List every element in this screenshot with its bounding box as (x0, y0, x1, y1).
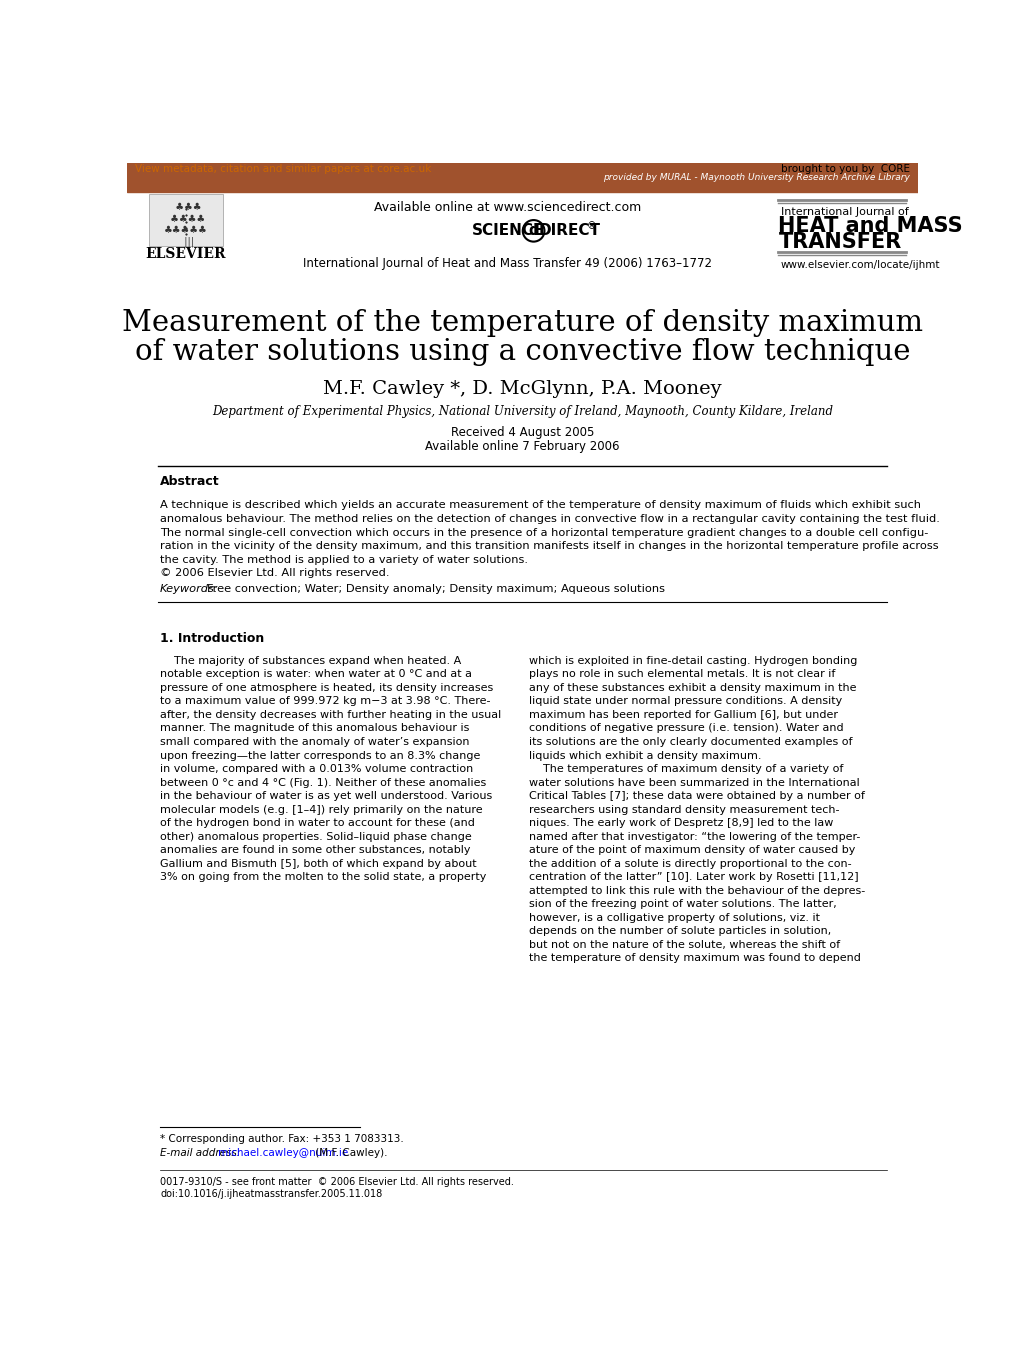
Text: which is exploited in fine-detail casting. Hydrogen bonding
plays no role in suc: which is exploited in fine-detail castin… (529, 656, 864, 964)
Text: A technique is described which yields an accurate measurement of the temperature: A technique is described which yields an… (160, 500, 938, 579)
Text: 0017-9310/S - see front matter  © 2006 Elsevier Ltd. All rights reserved.: 0017-9310/S - see front matter © 2006 El… (160, 1177, 514, 1186)
Text: michael.cawley@nuim.ie: michael.cawley@nuim.ie (218, 1147, 348, 1158)
Text: * Corresponding author. Fax: +353 1 7083313.: * Corresponding author. Fax: +353 1 7083… (160, 1135, 404, 1144)
Text: Abstract: Abstract (160, 474, 219, 488)
Text: View metadata, citation and similar papers at core.ac.uk: View metadata, citation and similar pape… (136, 164, 431, 174)
Text: brought to you by  CORE: brought to you by CORE (781, 164, 909, 174)
Text: Keywords:: Keywords: (160, 584, 219, 594)
Text: www.elsevier.com/locate/ijhmt: www.elsevier.com/locate/ijhmt (781, 261, 940, 270)
Bar (149, 194, 222, 246)
Text: provided by MURAL - Maynooth University Research Archive Library: provided by MURAL - Maynooth University … (603, 173, 909, 182)
Text: HEAT and MASS: HEAT and MASS (777, 216, 962, 236)
Text: SCIENCE: SCIENCE (472, 223, 544, 238)
Text: 1. Introduction: 1. Introduction (160, 632, 264, 644)
Text: ®: ® (586, 222, 595, 231)
Text: The majority of substances expand when heated. A
notable exception is water: whe: The majority of substances expand when h… (160, 656, 500, 882)
Text: d: d (528, 223, 538, 238)
Text: Available online 7 February 2006: Available online 7 February 2006 (425, 440, 620, 453)
Text: Measurement of the temperature of density maximum: Measurement of the temperature of densit… (122, 310, 922, 337)
Bar (127, 163, 917, 193)
Text: International Journal of Heat and Mass Transfer 49 (2006) 1763–1772: International Journal of Heat and Mass T… (303, 257, 711, 269)
Text: International Journal of: International Journal of (781, 208, 908, 217)
Text: doi:10.1016/j.ijheatmasstransfer.2005.11.018: doi:10.1016/j.ijheatmasstransfer.2005.11… (160, 1189, 382, 1199)
Text: Received 4 August 2005: Received 4 August 2005 (450, 427, 594, 439)
Text: Available online at www.sciencedirect.com: Available online at www.sciencedirect.co… (373, 201, 640, 215)
Text: (M.F. Cawley).: (M.F. Cawley). (312, 1147, 387, 1158)
Text: ELSEVIER: ELSEVIER (146, 247, 225, 261)
Text: M.F. Cawley *, D. McGlynn, P.A. Mooney: M.F. Cawley *, D. McGlynn, P.A. Mooney (323, 379, 721, 398)
Text: TRANSFER: TRANSFER (777, 231, 901, 251)
Text: ♣♣♣
 ♣♣♣♣
♣♣♣♣♣
  |||: ♣♣♣ ♣♣♣♣ ♣♣♣♣♣ ||| (164, 202, 207, 247)
Text: E-mail address:: E-mail address: (160, 1147, 240, 1158)
Text: of water solutions using a convective flow technique: of water solutions using a convective fl… (135, 338, 910, 367)
Text: DIRECT: DIRECT (538, 223, 599, 238)
Text: Department of Experimental Physics, National University of Ireland, Maynooth, Co: Department of Experimental Physics, Nati… (212, 405, 833, 419)
Text: Free convection; Water; Density anomaly; Density maximum; Aqueous solutions: Free convection; Water; Density anomaly;… (207, 584, 664, 594)
